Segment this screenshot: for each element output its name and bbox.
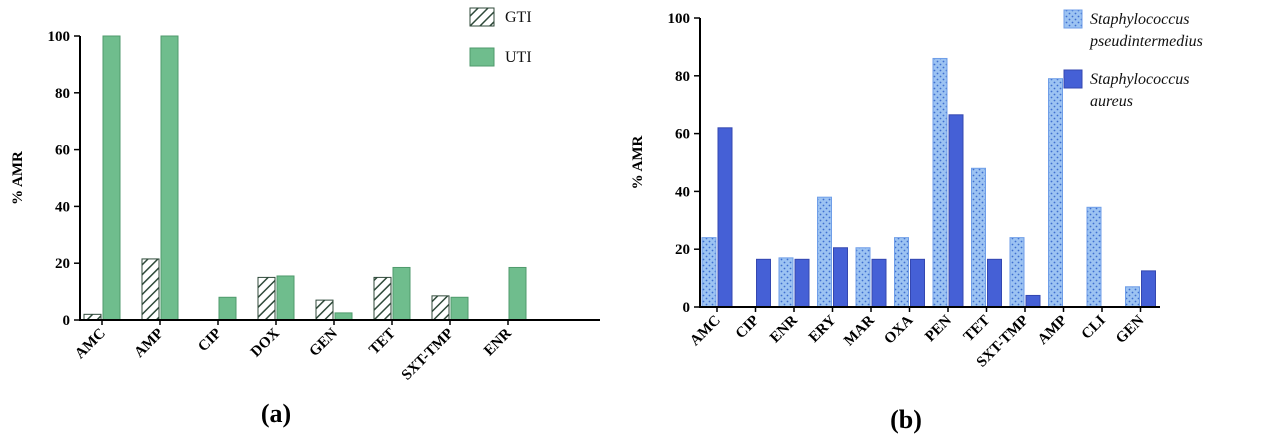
x-tick-label: CIP: [195, 326, 225, 356]
y-tick-label: 80: [675, 69, 690, 85]
x-tick-label: AMC: [72, 326, 109, 363]
bar-amp-series-1: [160, 35, 179, 321]
x-tick-label: OXA: [881, 312, 916, 347]
bar-cip-series-1: [218, 296, 237, 321]
x-tick-label: ERY: [806, 312, 839, 345]
panel-label: (a): [261, 399, 291, 428]
bar-sxt-tmp-series-1: [1025, 294, 1041, 308]
legend-label: aureus: [1090, 93, 1133, 110]
legend-swatch: [469, 7, 495, 27]
y-axis-label: % AMR: [10, 151, 26, 205]
bar-pen-series-1: [948, 114, 964, 308]
x-tick-label: TET: [961, 313, 994, 346]
y-tick-label: 80: [55, 86, 70, 102]
bar-mar-series-0: [855, 247, 871, 308]
bar-oxa-series-1: [910, 258, 925, 308]
x-tick-label: SXT-TMP: [399, 326, 457, 384]
y-tick-label: 40: [675, 184, 690, 200]
bar-gen-series-0: [1125, 286, 1140, 308]
bar-sxt-tmp-series-0: [431, 295, 450, 321]
bar-tet-series-0: [373, 276, 392, 321]
bar-ery-series-0: [817, 196, 832, 308]
legend-swatch: [1063, 9, 1083, 29]
bar-tet-series-1: [392, 266, 411, 321]
x-tick-label: AMP: [131, 326, 166, 361]
x-tick-label: GEN: [307, 325, 341, 359]
bar-tet-series-1: [987, 258, 1002, 308]
bar-amp-series-0: [1048, 78, 1063, 308]
y-tick-label: 0: [683, 300, 691, 316]
bar-enr-series-1: [794, 258, 810, 308]
legend-label: UTI: [505, 49, 532, 66]
bar-enr-series-1: [508, 266, 527, 321]
bar-cip-series-1: [756, 258, 771, 308]
y-tick-label: 60: [675, 127, 690, 143]
bar-sxt-tmp-series-1: [450, 296, 469, 321]
x-tick-label: ENR: [767, 312, 801, 346]
legend-label: pseudintermedius: [1089, 33, 1203, 50]
y-tick-label: 40: [55, 199, 70, 215]
x-tick-label: AMP: [1035, 313, 1070, 348]
legend-label: Staphylococcus: [1090, 71, 1190, 88]
x-tick-label: AMC: [687, 313, 724, 350]
y-tick-label: 100: [48, 29, 71, 45]
panel-label: (b): [890, 405, 922, 434]
bar-amp-series-0: [141, 258, 160, 321]
bar-pen-series-0: [932, 57, 948, 308]
x-tick-label: DOX: [248, 325, 283, 360]
bar-tet-series-0: [971, 167, 986, 308]
legend-label: Staphylococcus: [1090, 11, 1190, 28]
y-tick-label: 20: [55, 256, 70, 272]
x-tick-label: CIP: [733, 313, 763, 343]
x-tick-label: CLI: [1079, 312, 1109, 342]
x-tick-label: PEN: [922, 312, 955, 345]
bar-dox-series-0: [257, 276, 276, 321]
bar-amc-series-1: [102, 35, 121, 321]
x-tick-label: TET: [366, 326, 399, 359]
bar-oxa-series-0: [894, 237, 909, 308]
x-tick-label: MAR: [841, 312, 878, 349]
bar-mar-series-1: [871, 258, 887, 308]
bar-enr-series-0: [778, 257, 794, 308]
bar-amc-series-0: [701, 237, 717, 308]
bar-gen-series-1: [334, 312, 353, 321]
y-tick-label: 60: [55, 143, 70, 159]
bar-ery-series-1: [833, 247, 848, 308]
bar-gen-series-0: [315, 299, 334, 321]
bar-dox-series-1: [276, 275, 295, 321]
bar-cli-series-0: [1086, 206, 1102, 308]
x-tick-label: ENR: [481, 325, 515, 359]
legend-swatch: [1063, 69, 1083, 89]
y-tick-label: 100: [668, 11, 691, 27]
bar-gen-series-1: [1141, 270, 1156, 308]
legend-label: GTI: [505, 9, 532, 26]
y-tick-label: 20: [675, 242, 690, 258]
chart-panel-a: AMC AMP CIP DOX GEN TET SXT-TMP ENR 0 20 40 60 80 100…: [10, 7, 600, 428]
legend-swatch: [469, 47, 495, 67]
bar-amc-series-1: [717, 127, 733, 308]
y-axis-label: % AMR: [630, 135, 646, 189]
x-tick-label: GEN: [1113, 312, 1147, 346]
y-tick-label: 0: [63, 313, 71, 329]
bar-sxt-tmp-series-0: [1009, 237, 1025, 308]
